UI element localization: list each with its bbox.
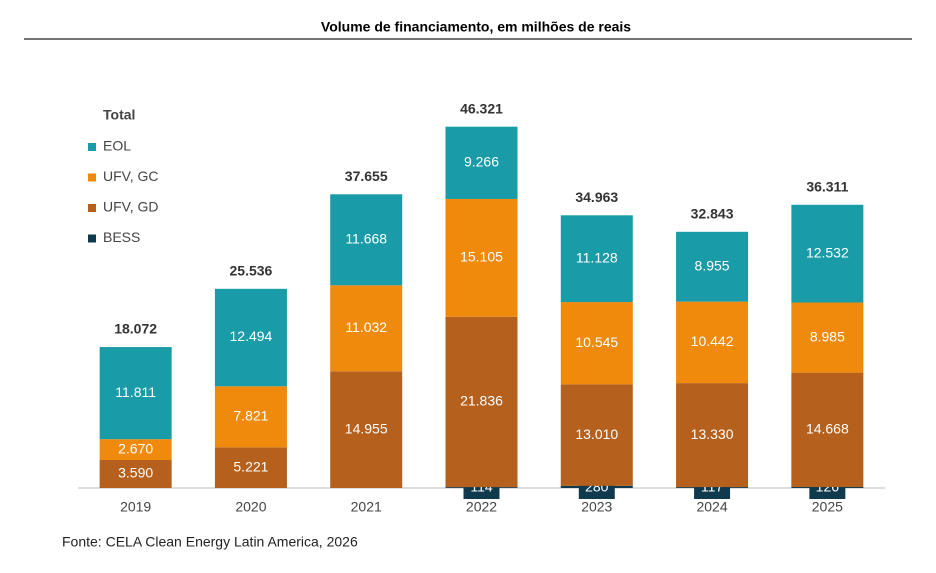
bar-segment <box>676 231 749 302</box>
total-label: 46.321 <box>460 100 503 116</box>
bar-segment <box>99 347 172 440</box>
bar-segment <box>214 386 287 448</box>
x-tick-label: 2022 <box>466 499 497 515</box>
segment-label: 9.266 <box>464 154 499 170</box>
segment-label: 8.955 <box>695 257 730 273</box>
segment-label: 11.668 <box>345 230 387 246</box>
legend-label: EOL <box>103 138 131 154</box>
segment-label: 10.442 <box>691 333 734 349</box>
segment-label: 12.494 <box>230 328 273 344</box>
segment-label: 5.221 <box>233 458 268 474</box>
segment-label: 2.670 <box>118 440 153 456</box>
segment-label: 8.985 <box>810 328 845 344</box>
legend-swatch <box>88 173 96 182</box>
total-label: 36.311 <box>806 178 848 194</box>
bar-segment <box>676 383 749 488</box>
segment-label: 13.330 <box>691 426 734 442</box>
segment-label: 15.105 <box>460 249 503 265</box>
bar-segment <box>330 285 403 372</box>
bar-segment <box>560 384 633 486</box>
bar-segment <box>330 371 403 488</box>
legend-swatch <box>88 234 96 243</box>
source: Fonte: CELA Clean Energy Latin America, … <box>62 534 358 550</box>
bar-segment <box>445 316 518 488</box>
segment-label: 14.668 <box>806 421 849 437</box>
segment-label: 12.532 <box>806 244 849 260</box>
x-tick-label: 2020 <box>235 499 266 515</box>
legend-label: BESS <box>103 229 140 245</box>
segment-label: 3.590 <box>118 465 153 481</box>
segment-label: 14.955 <box>345 420 388 436</box>
total-label: 18.072 <box>114 321 157 337</box>
bar-segment <box>214 447 287 488</box>
bar-segment <box>791 204 864 303</box>
bar-segment <box>445 198 518 317</box>
x-tick-label: 2024 <box>696 499 727 515</box>
segment-label: 13.010 <box>575 426 618 442</box>
segment-label: 11.811 <box>115 384 156 400</box>
bar-segment <box>99 439 172 460</box>
segment-label: 7.821 <box>233 407 268 423</box>
segment-label: 21.836 <box>460 393 503 409</box>
total-label: 34.963 <box>575 189 618 205</box>
bar-segment <box>791 302 864 373</box>
legend-title: Total <box>103 107 135 123</box>
total-label: 37.655 <box>345 168 388 184</box>
bar-segment <box>791 372 864 488</box>
segment-label: 11.128 <box>576 249 618 265</box>
legend-swatch <box>88 204 96 212</box>
bar-segment <box>445 126 518 199</box>
x-tick-label: 2021 <box>351 499 382 515</box>
bar-segment <box>560 302 633 385</box>
chart-title: Volume de financiamento, em milhões de r… <box>321 19 631 35</box>
total-label: 32.843 <box>691 206 734 222</box>
x-tick-label: 2023 <box>581 499 612 515</box>
legend-label: UFV, GD <box>103 199 159 215</box>
x-tick-label: 2019 <box>120 499 151 515</box>
legend-label: UFV, GC <box>103 168 159 184</box>
segment-label: 11.032 <box>345 319 387 335</box>
legend-swatch <box>88 143 96 151</box>
segment-label: 10.545 <box>575 334 618 350</box>
x-tick-label: 2025 <box>812 499 843 515</box>
bar-segment <box>330 194 403 286</box>
bar-segment <box>99 459 172 488</box>
total-label: 25.536 <box>230 263 273 279</box>
bar-segment <box>676 301 749 384</box>
bar-segment <box>214 288 287 387</box>
bar-segment <box>560 215 633 303</box>
